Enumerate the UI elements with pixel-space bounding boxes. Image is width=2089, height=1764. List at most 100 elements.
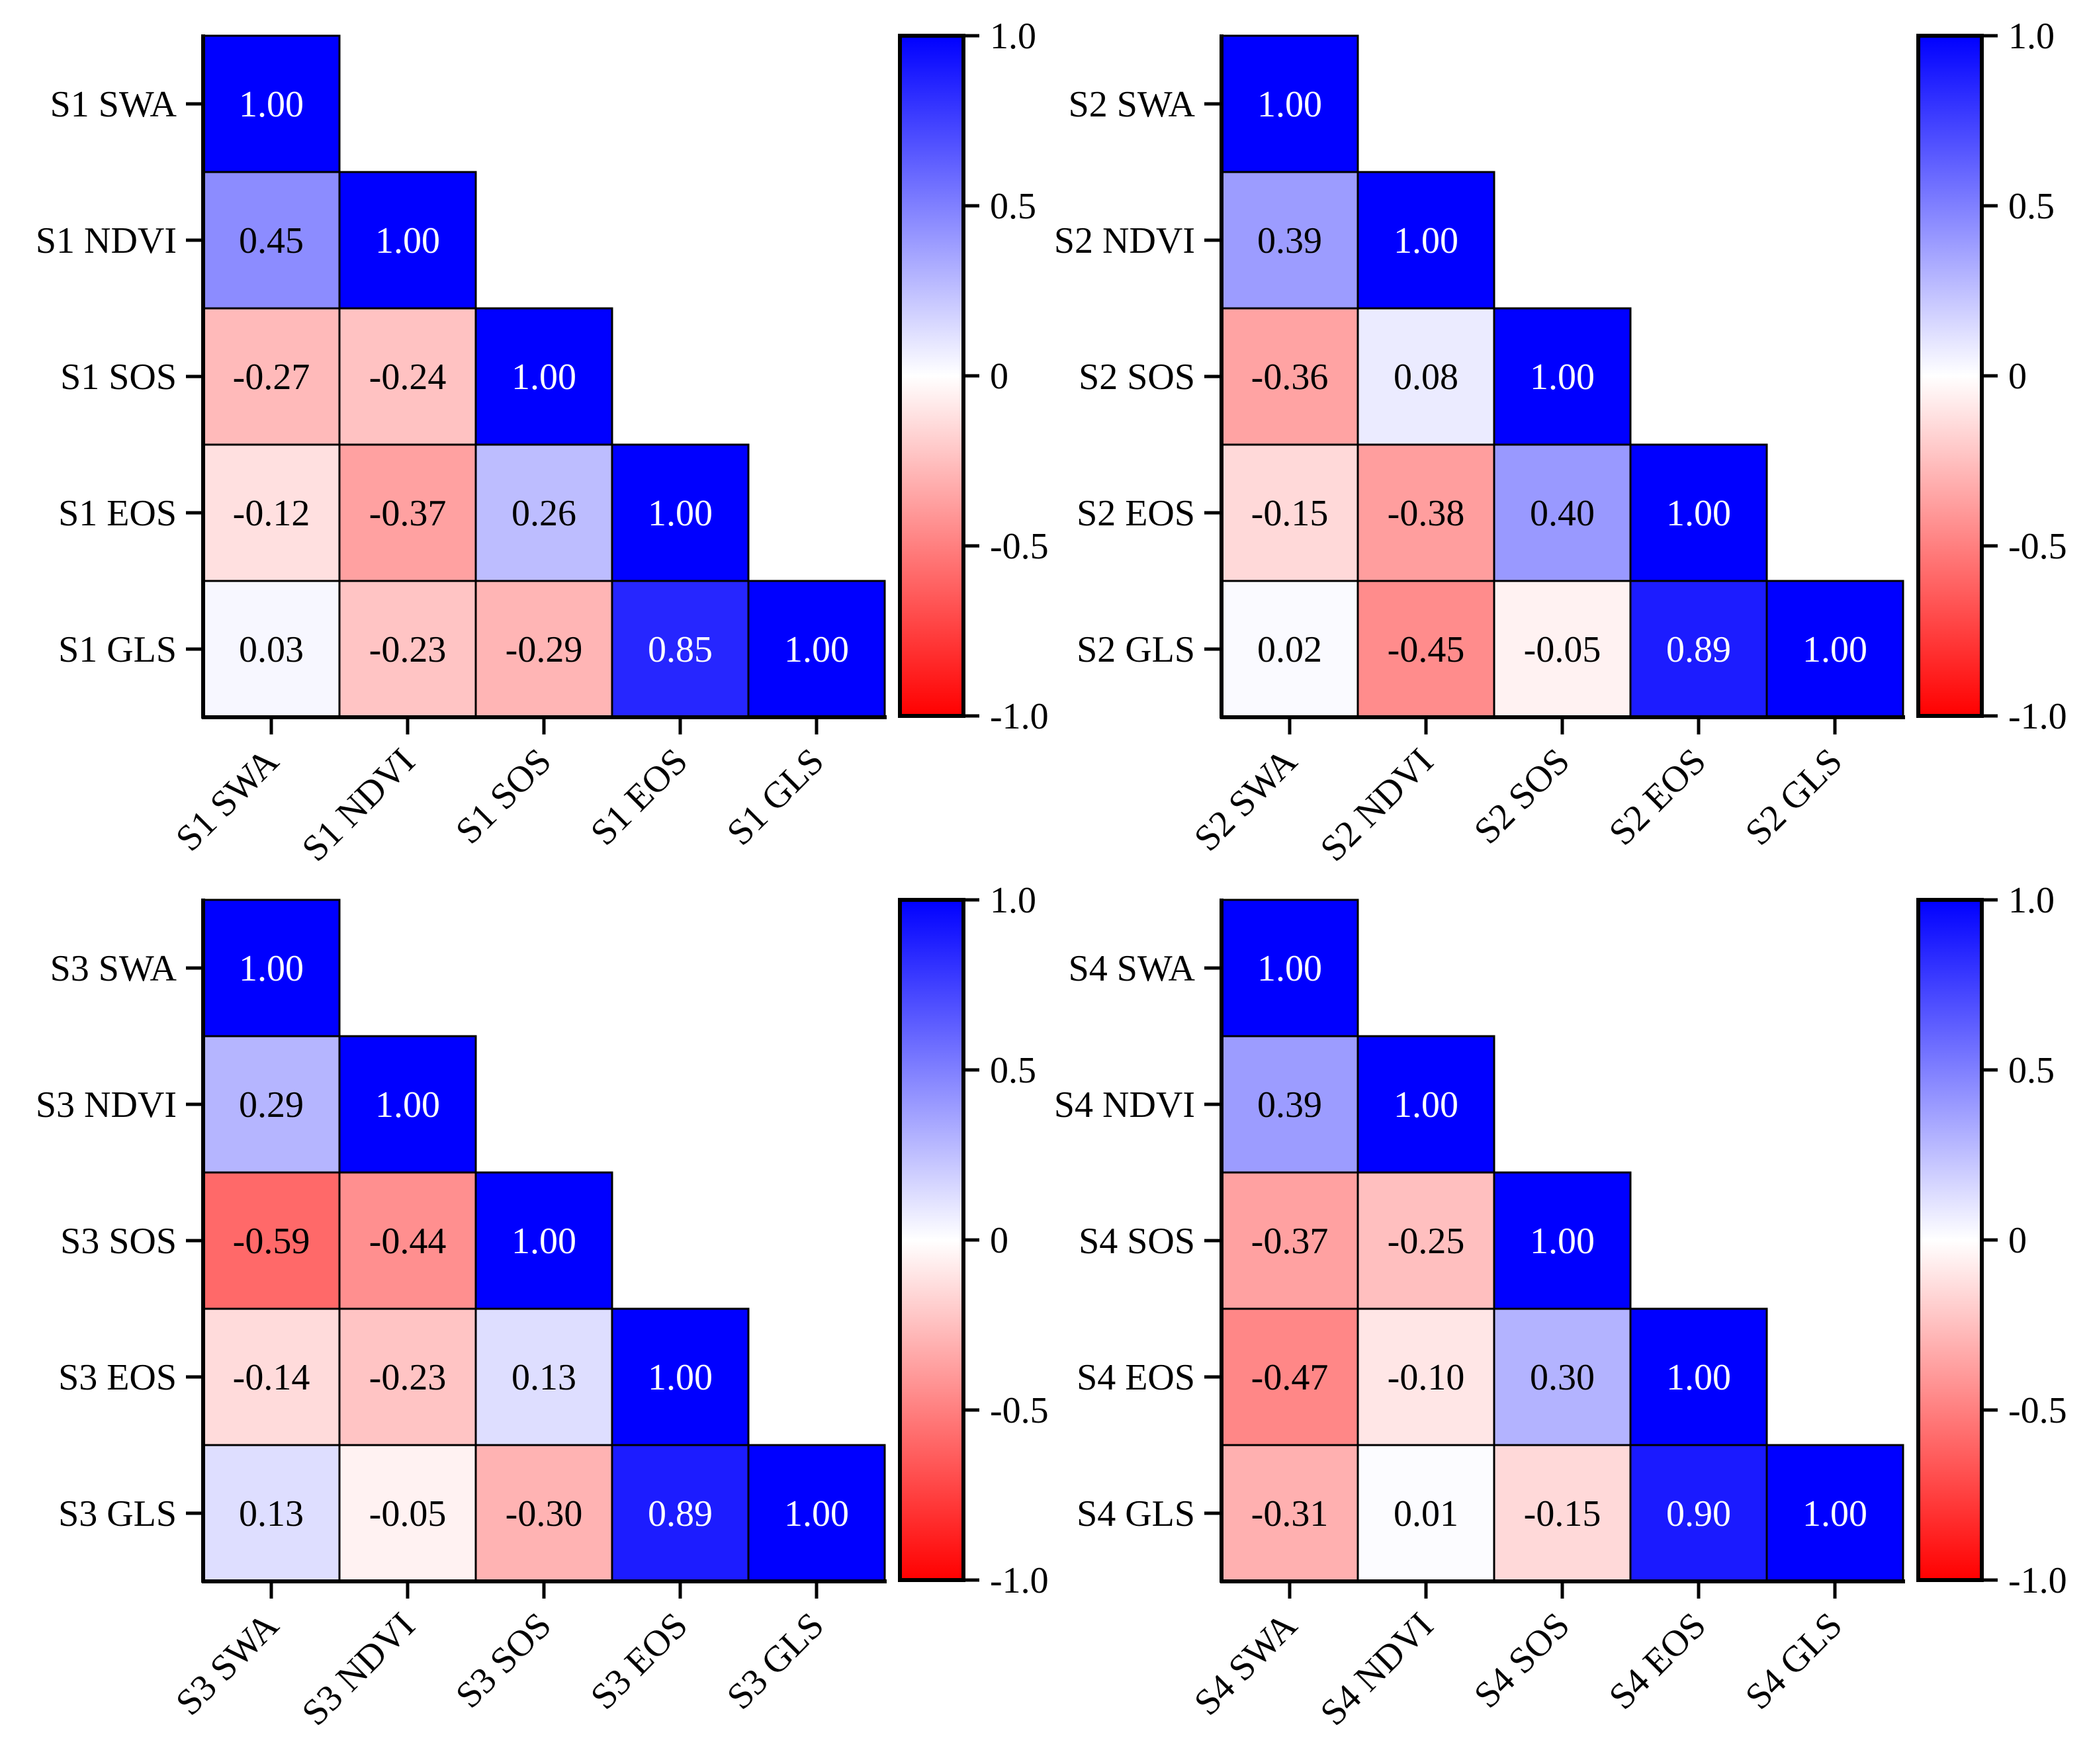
colorbar-tick-label: 1.0 [990,880,1036,921]
heatmap-cell [1493,443,1632,582]
heatmap-cell [1493,580,1632,719]
cell-value-label: -0.31 [1251,1493,1329,1534]
heatmap-cell [202,171,341,310]
cell-value-label: 1.00 [648,1357,713,1398]
heatmap-cell [202,307,341,446]
heatmap-panel-s2: 1.000.39 1.00-0.36 0.08 1.00-0.15 -0.38 0.40 1… [1054,16,2067,869]
x-tick-label: S3 GLS [719,1605,832,1717]
y-tick-label: S3 SOS [60,1221,177,1262]
cell-value-label: 0.03 [239,629,304,670]
cell-value-label: -0.05 [1524,629,1601,670]
cell-value-label: 0.30 [1530,1357,1595,1398]
heatmap-cell [1356,1171,1495,1310]
x-tick-label: S1 GLS [719,740,832,853]
cell-value-label: 1.00 [1666,493,1731,534]
heatmap-cell [202,34,341,173]
y-tick-label: S3 GLS [58,1493,177,1534]
cell-value-label: 1.00 [239,84,304,125]
heatmap-cell [474,1444,613,1583]
colorbar-tick-label: 0.5 [990,1050,1036,1091]
x-tick-label: S1 SWA [168,740,287,860]
cell-value-label: 1.00 [1530,1221,1595,1262]
cell-value-label: -0.25 [1388,1221,1465,1262]
x-tick-label: S1 SOS [448,740,559,852]
cell-value-label: 1.00 [1530,357,1595,398]
cell-value-label: 1.00 [511,357,576,398]
colorbar-tick-label: -0.5 [990,1390,1049,1431]
cell-value-label: 0.85 [648,629,713,670]
y-tick-label: S1 SOS [60,357,177,398]
y-tick-label: S4 NDVI [1054,1084,1195,1125]
x-tick-label: S3 SOS [448,1605,559,1716]
heatmap-cell [202,1307,341,1446]
colorbar-tick-label: -1.0 [2008,696,2067,737]
x-tick-label: S3 EOS [583,1605,695,1717]
y-tick-label: S2 GLS [1077,629,1195,670]
cell-value-label: -0.12 [233,493,310,534]
cell-value-label: 0.08 [1394,357,1458,398]
heatmap-cell [1629,443,1768,582]
heatmap-cell [1220,34,1359,173]
heatmap-panel-s3: 1.000.29 1.00-0.59 -0.44 1.00-0.14 -0.23 0.13… [36,880,1049,1734]
heatmap-panel-s1: 1.000.45 1.00-0.27 -0.24 1.00-0.12 -0.37 0.26… [36,16,1049,869]
y-tick-label: S1 NDVI [36,220,177,261]
cell-value-label: 1.00 [1257,948,1322,989]
cell-value-label: -0.23 [369,629,447,670]
cell-value-label: -0.44 [369,1221,447,1262]
heatmap-cell [611,1307,750,1446]
y-tick-label: S2 NDVI [1054,220,1195,261]
y-tick-label: S3 EOS [58,1357,177,1398]
colorbar-tick-label: 0.5 [990,186,1036,227]
cell-value-label: -0.30 [506,1493,583,1534]
heatmap-cell [1220,443,1359,582]
cell-value-label: -0.47 [1251,1357,1329,1398]
y-tick-label: S4 SWA [1069,948,1196,989]
heatmap-cell [338,1035,477,1174]
colorbar-tick-label: 0 [990,356,1008,397]
heatmap-cell [1356,443,1495,582]
y-tick-label: S1 EOS [58,493,177,534]
x-tick-label: S2 SWA [1186,740,1306,860]
cell-value-label: 0.29 [239,1084,304,1125]
cell-value-label: 1.00 [1394,1084,1458,1125]
cell-value-label: 1.00 [375,1084,440,1125]
cell-value-label: -0.10 [1388,1357,1465,1398]
cell-value-label: -0.15 [1524,1493,1601,1534]
heatmap-cell [611,443,750,582]
cell-value-label: 1.00 [511,1221,576,1262]
colorbar-tick-label: -0.5 [2008,526,2067,567]
x-tick-label: S2 GLS [1738,740,1850,853]
heatmap-cell [338,443,477,582]
y-tick-label: S3 NDVI [36,1084,177,1125]
heatmap-cell [1220,580,1359,719]
heatmap-panel-s4: 1.000.39 1.00-0.37 -0.25 1.00-0.47 -0.10 0.30… [1054,880,2067,1734]
cell-value-label: 0.45 [239,220,304,261]
y-tick-label: S3 SWA [50,948,177,989]
colorbar-tick-label: -1.0 [990,696,1049,737]
x-tick-label: S4 SOS [1466,1605,1578,1716]
colorbar-tick-label: -0.5 [990,526,1049,567]
x-tick-label: S3 NDVI [294,1605,423,1734]
y-tick-label: S4 EOS [1077,1357,1195,1398]
x-tick-label: S2 EOS [1601,740,1714,853]
x-tick-label: S2 NDVI [1313,740,1442,869]
colorbar-tick-label: -1.0 [2008,1560,2067,1601]
cell-value-label: -0.27 [233,357,310,398]
heatmap-cell [1629,580,1768,719]
cell-value-label: 1.00 [1257,84,1322,125]
cell-value-label: 0.39 [1257,1084,1322,1125]
cell-value-label: -0.15 [1251,493,1329,534]
colorbar-tick-label: 0 [2008,1220,2027,1261]
y-tick-label: S4 SOS [1079,1221,1195,1262]
cell-value-label: -0.38 [1388,493,1465,534]
cell-value-label: -0.05 [369,1493,447,1534]
heatmap-cell [747,1444,886,1583]
heatmap-cell [1765,1444,1904,1583]
cell-value-label: 0.39 [1257,220,1322,261]
heatmap-cell [202,1171,341,1310]
colorbar-tick-label: 0.5 [2008,186,2055,227]
y-tick-label: S1 SWA [50,84,177,125]
cell-value-label: -0.14 [233,1357,310,1398]
cell-value-label: -0.59 [233,1221,310,1262]
cell-value-label: -0.23 [369,1357,447,1398]
